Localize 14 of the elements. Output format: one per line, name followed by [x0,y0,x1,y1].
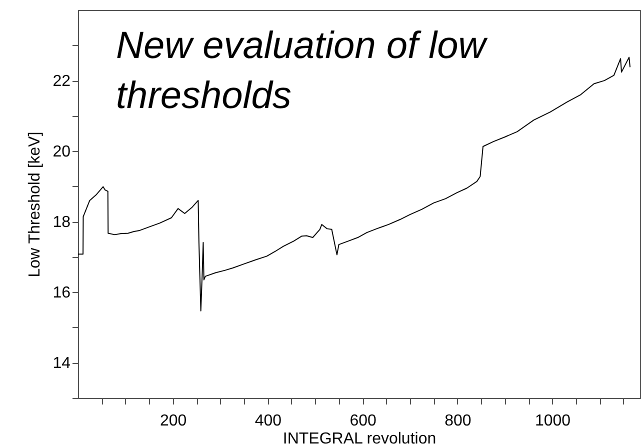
x-tick-label: 800 [444,412,472,430]
y-tick-label: 18 [52,214,71,232]
x-tick-label: 600 [350,412,376,430]
text: New evaluation of low thresholds [116,25,488,117]
x-tick-label: 1000 [534,412,571,430]
y-tick-label: 14 [52,355,71,372]
x-tick-label: 400 [254,412,282,430]
x-tick-label: 200 [160,412,187,430]
line-series [78,56,631,312]
y-tick-label: 20 [52,144,71,161]
y-tick-label: 22 [52,73,71,90]
x-axis-title: INTEGRAL revolution [282,430,436,448]
y-axis-title: Low Threshold [keV] [26,132,44,278]
y-tick-label: 16 [52,284,71,302]
